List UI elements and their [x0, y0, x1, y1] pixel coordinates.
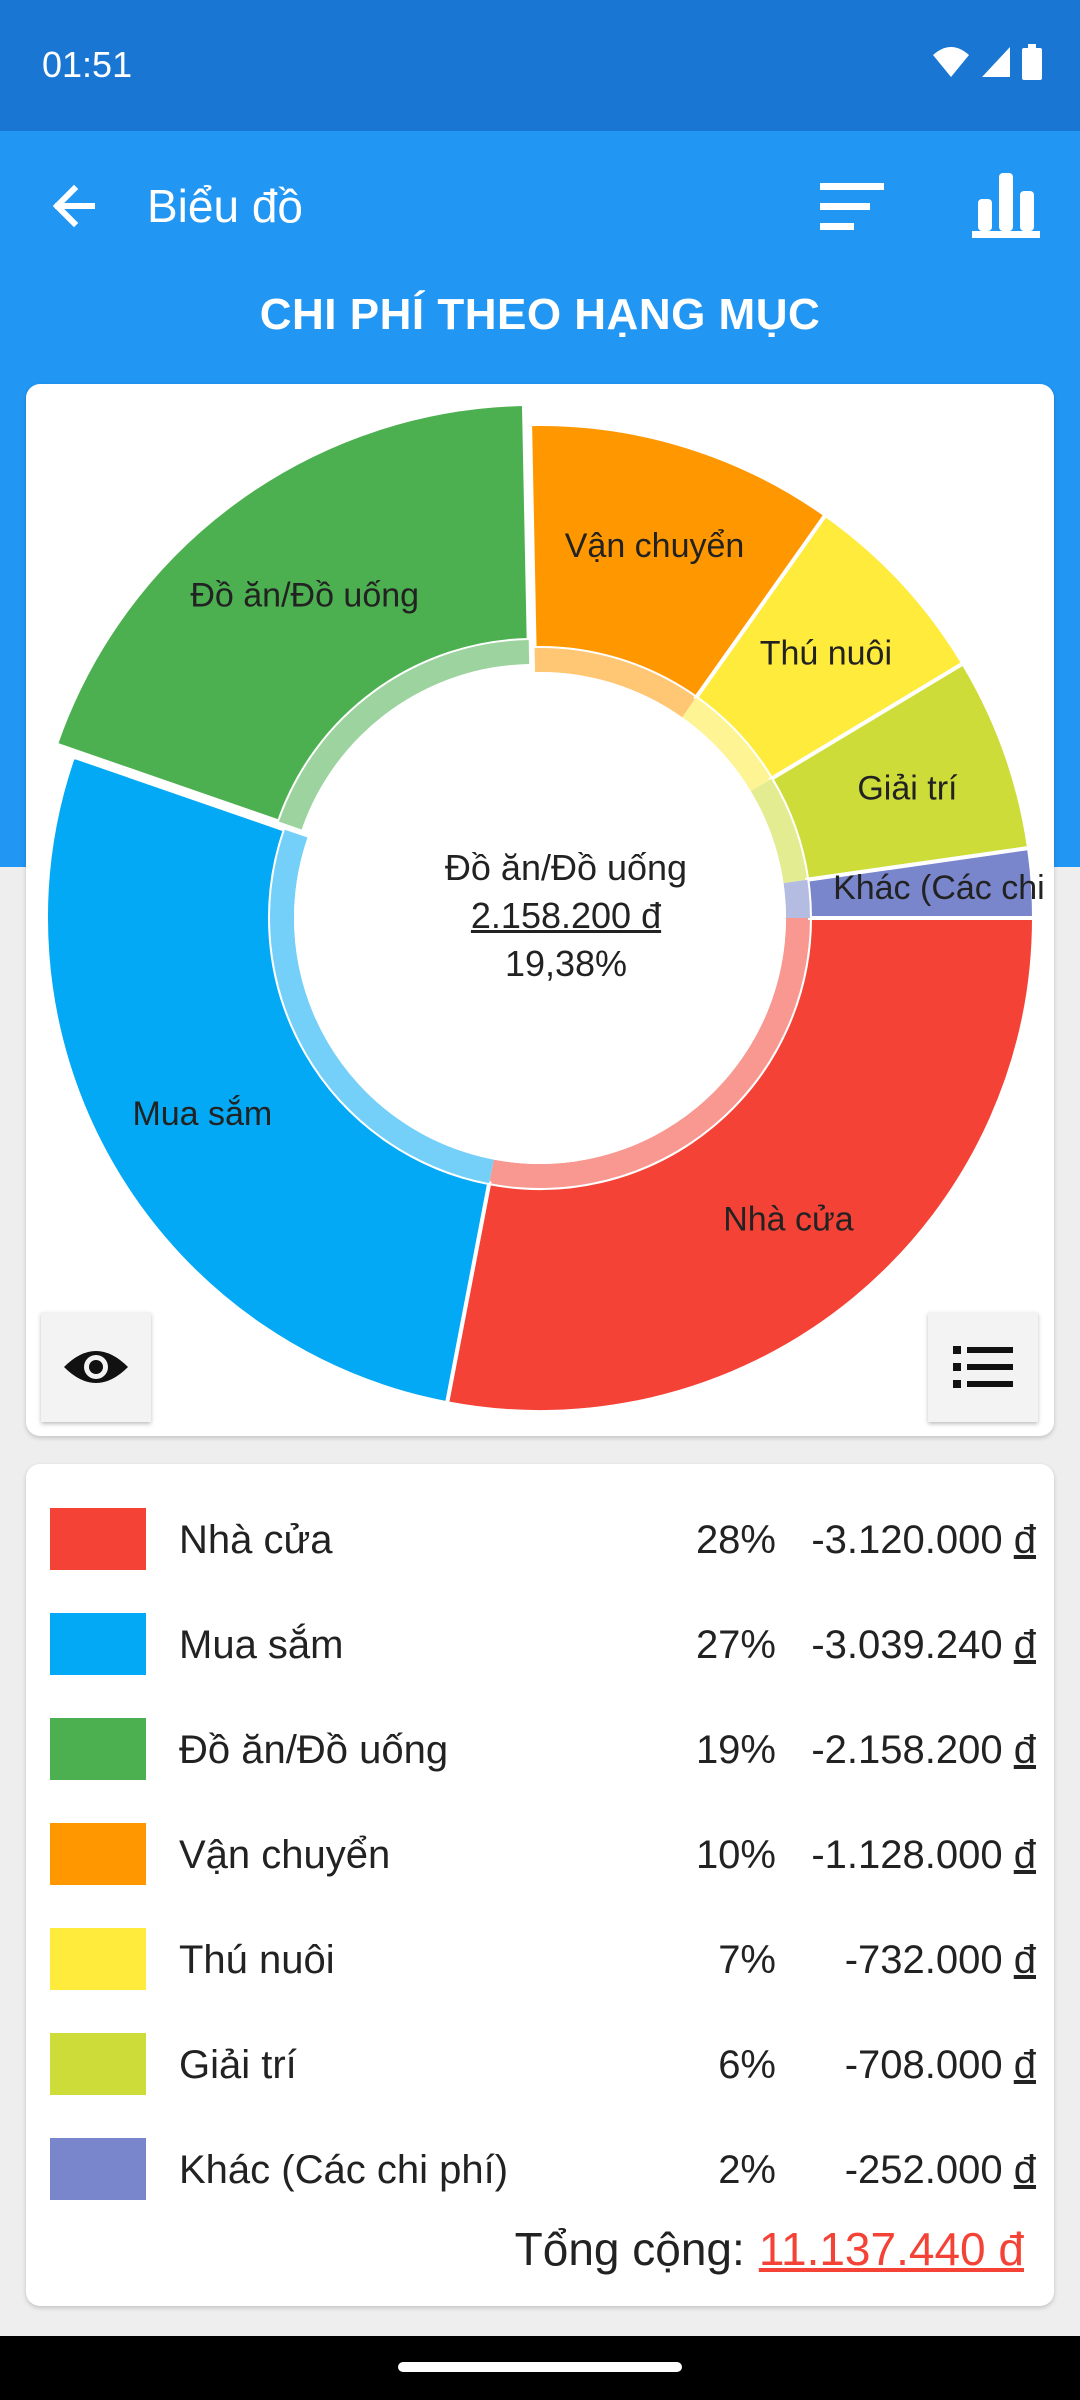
donut-slice-label: Mua sắm: [132, 1095, 272, 1133]
donut-slice[interactable]: Khác (Các chi phí): [783, 845, 1054, 920]
chart-title: CHI PHÍ THEO HẠNG MỤC: [259, 290, 821, 339]
donut-inner-band: [489, 918, 810, 1188]
donut-slice[interactable]: Vận chuyển: [528, 422, 829, 718]
legend-percent: 28%: [695, 1518, 776, 1562]
legend-amount: -2.158.200 đ: [811, 1728, 1036, 1772]
donut-inner-band: [269, 829, 494, 1184]
legend-swatch: [50, 1823, 146, 1885]
legend-swatch: [50, 2138, 146, 2200]
legend-swatch: [50, 1508, 146, 1570]
donut-slice-label: Giải trí: [857, 769, 958, 807]
list-icon: [953, 1346, 1013, 1388]
donut-chart[interactable]: Nhà cửa Mua sắm Đồ ăn/Đồ uống Vận chuyển Thú…: [26, 384, 1054, 1436]
legend-category-name: Khác (Các chi phí): [179, 2148, 509, 2192]
legend-category-name: Giải trí: [179, 2043, 297, 2087]
legend-category-name: Nhà cửa: [179, 1518, 333, 1562]
home-gesture-handle[interactable]: [398, 2362, 682, 2372]
app-bar: Biểu đồ: [0, 131, 1080, 281]
center-category: Đồ ăn/Đồ uống: [444, 847, 688, 888]
eye-icon: [64, 1351, 128, 1383]
donut-center-label: Đồ ăn/Đồ uống 2.158.200 đ 19,38%: [366, 844, 766, 988]
arrow-back-icon[interactable]: [40, 171, 110, 241]
status-time: 01:51: [42, 44, 133, 85]
legend-category-name: Vận chuyển: [179, 1833, 391, 1877]
legend-percent: 27%: [695, 1623, 776, 1667]
donut-slice-label: Nhà cửa: [723, 1201, 854, 1239]
legend-row[interactable]: Đồ ăn/Đồ uống 19% -2.158.200 đ: [26, 1698, 1054, 1803]
list-view-button[interactable]: [928, 1312, 1038, 1422]
bar-chart-icon[interactable]: [970, 169, 1042, 241]
legend-swatch: [50, 2033, 146, 2095]
legend-swatch: [50, 1613, 146, 1675]
legend-card: Nhà cửa 28% -3.120.000 đ Mua sắm 27% -3.039.2…: [26, 1464, 1054, 2306]
total-row: Tổng cộng: 11.137.440 đ: [515, 2222, 1024, 2276]
donut-hole: [294, 672, 786, 1164]
legend-amount: -732.000 đ: [844, 1938, 1036, 1982]
donut-slice-label: Khác (Các chi phí): [833, 869, 1054, 907]
legend-category-name: Đồ ăn/Đồ uống: [179, 1728, 449, 1772]
chart-card: Nhà cửa Mua sắm Đồ ăn/Đồ uống Vận chuyển Thú…: [26, 384, 1054, 1436]
signal-icon: [982, 47, 1010, 77]
legend-category-name: Mua sắm: [179, 1623, 344, 1667]
wifi-icon: [933, 47, 969, 77]
legend-amount: -252.000 đ: [844, 2148, 1036, 2192]
total-value: 11.137.440 đ: [758, 2223, 1024, 2275]
status-bar: 01:51: [0, 0, 1080, 131]
legend-amount: -3.120.000 đ: [811, 1518, 1036, 1562]
visibility-button[interactable]: [41, 1312, 151, 1422]
legend-percent: 19%: [695, 1728, 776, 1772]
legend-row[interactable]: Khác (Các chi phí) 2% -252.000 đ: [26, 2118, 1054, 2223]
navigation-bar: [0, 2336, 1080, 2400]
donut-slice-label: Đồ ăn/Đồ uống: [190, 577, 419, 615]
legend-row[interactable]: Nhà cửa 28% -3.120.000 đ: [26, 1488, 1054, 1593]
legend-row[interactable]: Giải trí 6% -708.000 đ: [26, 2013, 1054, 2118]
donut-inner-band: [750, 778, 808, 884]
legend-swatch: [50, 1718, 146, 1780]
legend-swatch: [50, 1928, 146, 1990]
legend-row[interactable]: Thú nuôi 7% -732.000 đ: [26, 1908, 1054, 2013]
legend-percent: 7%: [718, 1938, 776, 1982]
legend-row[interactable]: Mua sắm 27% -3.039.240 đ: [26, 1593, 1054, 1698]
donut-slice[interactable]: Giải trí: [750, 660, 1032, 884]
legend-percent: 2%: [718, 2148, 776, 2192]
donut-slice[interactable]: Mua sắm: [44, 753, 494, 1406]
donut-slice[interactable]: Nhà cửa: [444, 916, 1037, 1414]
legend-amount: -1.128.000 đ: [811, 1833, 1036, 1877]
donut-inner-band: [278, 639, 530, 830]
sort-icon[interactable]: [818, 177, 888, 237]
center-percent: 19,38%: [504, 943, 628, 984]
donut-inner-band: [682, 697, 772, 792]
donut-inner-band: [534, 648, 697, 718]
total-label: Tổng cộng:: [514, 2223, 745, 2275]
page-title: Biểu đồ: [147, 180, 304, 232]
legend-row[interactable]: Vận chuyển 10% -1.128.000 đ: [26, 1803, 1054, 1908]
battery-icon: [1022, 44, 1042, 80]
donut-slice[interactable]: Đồ ăn/Đồ uống: [53, 401, 531, 830]
status-icons: [932, 44, 1042, 80]
donut-inner-band: [783, 879, 810, 918]
donut-slice[interactable]: Thú nuôi: [682, 512, 967, 792]
donut-slice-label: Vận chuyển: [565, 527, 745, 565]
legend-category-name: Thú nuôi: [179, 1938, 335, 1982]
legend-percent: 10%: [695, 1833, 776, 1877]
legend-amount: -708.000 đ: [844, 2043, 1036, 2087]
legend-percent: 6%: [718, 2043, 776, 2087]
center-amount: 2.158.200 đ: [470, 895, 662, 936]
donut-slice-label: Thú nuôi: [760, 635, 892, 673]
legend-amount: -3.039.240 đ: [811, 1623, 1036, 1667]
